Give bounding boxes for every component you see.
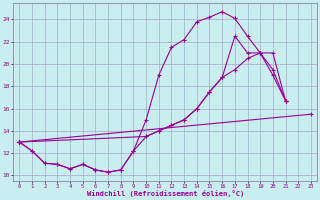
X-axis label: Windchill (Refroidissement éolien,°C): Windchill (Refroidissement éolien,°C)	[86, 190, 244, 197]
